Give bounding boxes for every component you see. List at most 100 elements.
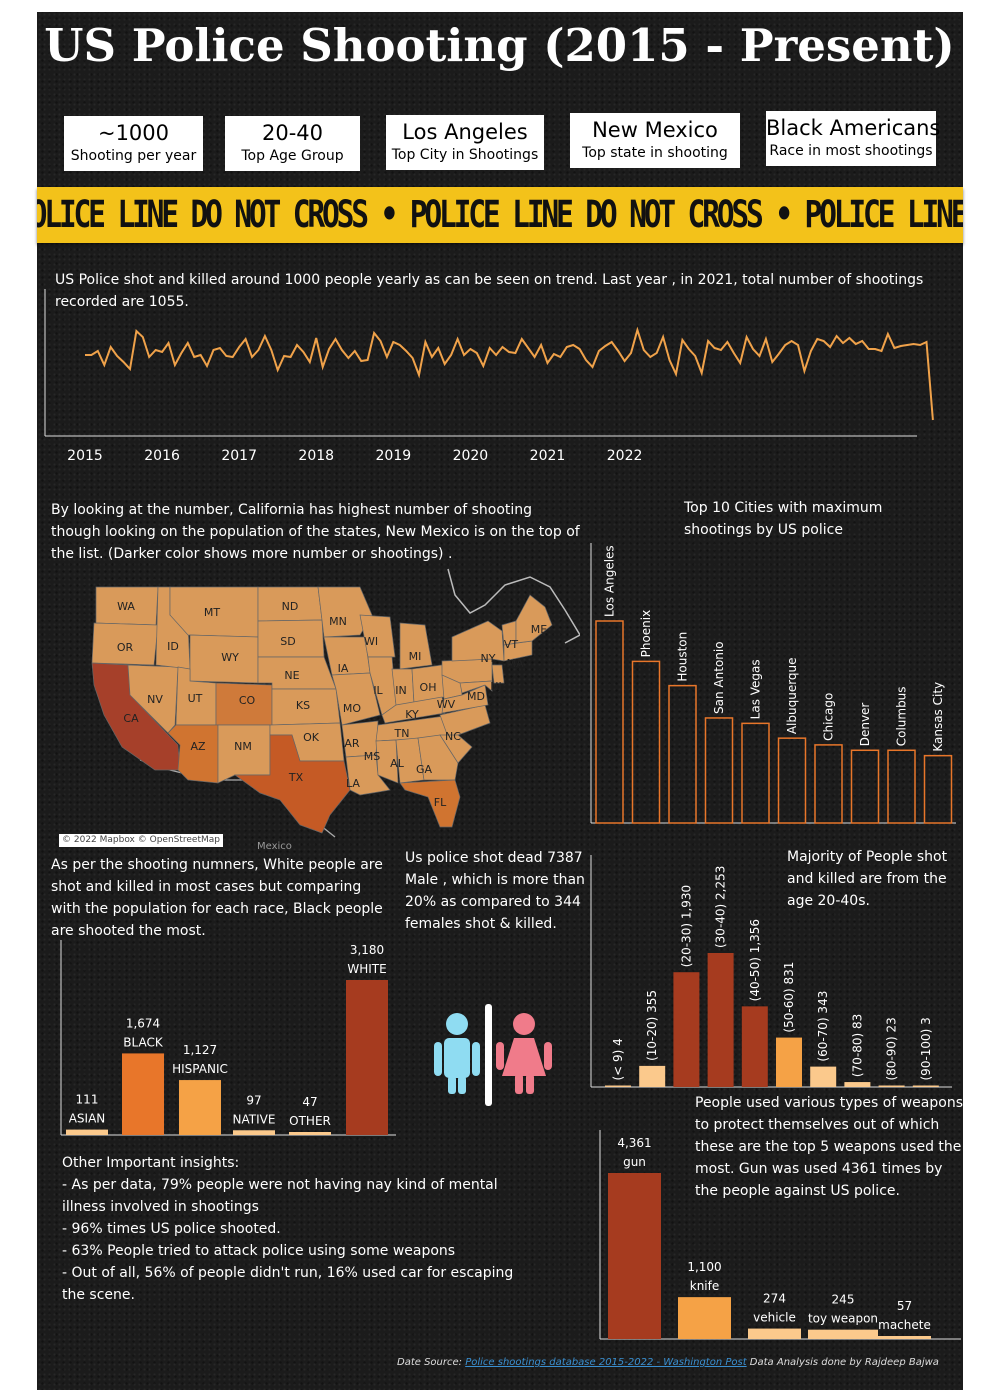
city-label: Phoenix bbox=[639, 610, 653, 658]
state-tx bbox=[233, 734, 351, 834]
city-bar bbox=[850, 749, 880, 824]
insights-panel: Other Important insights: - As per data,… bbox=[62, 1152, 542, 1306]
police-tape-text: POLICE LINE DO NOT CROSS • POLICE LINE D… bbox=[37, 193, 963, 236]
map-attribution: © 2022 Mapbox © OpenStreetMap bbox=[59, 834, 223, 847]
city-label: Chicago bbox=[822, 693, 836, 741]
age-bar bbox=[741, 1006, 768, 1087]
state-sc bbox=[439, 734, 473, 764]
data-source-footer: Date Source: Police shootings database 2… bbox=[397, 1357, 939, 1368]
trend-series-line bbox=[85, 326, 934, 421]
age-bar-label: (40-50) 1,356 bbox=[748, 919, 762, 1001]
insights-heading: Other Important insights: bbox=[62, 1155, 240, 1171]
weapon-category-label: vehicle bbox=[753, 1311, 796, 1325]
kpi-value: New Mexico bbox=[592, 118, 718, 142]
state-label: NM bbox=[234, 740, 252, 753]
race-bar bbox=[122, 1053, 164, 1135]
age-bar bbox=[844, 1082, 871, 1087]
state-md bbox=[459, 680, 493, 694]
state-mn bbox=[317, 586, 373, 638]
age-bar bbox=[639, 1065, 666, 1087]
state-label: MA bbox=[506, 657, 523, 670]
trend-description: US Police shot and killed around 1000 pe… bbox=[55, 272, 924, 310]
x-tick-label: 2022 bbox=[607, 448, 643, 464]
female-icon bbox=[496, 1013, 552, 1094]
kpi-top-city: Los Angeles Top City in Shootings bbox=[386, 115, 544, 170]
state-ga bbox=[417, 734, 459, 781]
source-suffix: Data Analysis done by Rajdeep Bajwa bbox=[746, 1357, 939, 1368]
state-la bbox=[345, 754, 391, 796]
insight-line: illness involved in shootings bbox=[62, 1199, 259, 1215]
state-label: WI bbox=[364, 635, 378, 648]
city-label: Los Angeles bbox=[603, 545, 617, 617]
city-label: San Antonio bbox=[712, 641, 726, 714]
race-bar-chart: 111 ASIAN 1,674 BLACK 1,127 HISPANIC 97 NATIVE 4… bbox=[60, 940, 396, 1136]
state-va bbox=[441, 684, 489, 714]
state-label: KY bbox=[405, 708, 419, 721]
age-bar bbox=[810, 1066, 837, 1087]
weapon-bar bbox=[878, 1336, 931, 1339]
kpi-value: ~1000 bbox=[97, 121, 170, 145]
age-bar bbox=[912, 1085, 939, 1087]
state-label: NV bbox=[147, 693, 163, 706]
kpi-top-age-group: 20-40 Top Age Group bbox=[225, 116, 360, 171]
state-me bbox=[515, 594, 553, 644]
weapon-bar bbox=[748, 1328, 801, 1339]
x-tick-label: 2015 bbox=[67, 448, 103, 464]
race-value-label: 1,674 bbox=[126, 1016, 160, 1030]
age-bar bbox=[673, 972, 700, 1087]
age-bar-label: (20-30) 1,930 bbox=[679, 885, 693, 967]
city-bar bbox=[887, 749, 916, 824]
state-ms bbox=[375, 739, 399, 784]
police-tape-banner: POLICE LINE DO NOT CROSS • POLICE LINE D… bbox=[37, 187, 963, 243]
race-category-label: OTHER bbox=[289, 1114, 331, 1128]
state-label: AL bbox=[390, 757, 405, 770]
state-wi bbox=[359, 614, 396, 658]
state-label: MO bbox=[343, 702, 361, 715]
state-or bbox=[91, 622, 159, 666]
weapon-value-label: 245 bbox=[832, 1293, 855, 1307]
state-label: NJ bbox=[490, 680, 501, 693]
race-value-label: 3,180 bbox=[350, 943, 384, 957]
source-link[interactable]: Police shootings database 2015-2022 - Wa… bbox=[465, 1357, 747, 1368]
kpi-label: Race in most shootings bbox=[769, 143, 933, 159]
state-label: NY bbox=[481, 652, 496, 665]
x-tick-label: 2017 bbox=[221, 448, 257, 464]
city-label: Denver bbox=[858, 703, 872, 747]
kpi-top-state: New Mexico Top state in shooting bbox=[570, 113, 740, 168]
race-bar bbox=[66, 1129, 108, 1135]
weapon-category-label: knife bbox=[690, 1279, 720, 1293]
map-coastline bbox=[447, 568, 580, 644]
page-title: US Police Shooting (2015 - Present) bbox=[44, 19, 955, 72]
age-bar-label: (80-90) 23 bbox=[885, 1017, 899, 1080]
state-label: SD bbox=[280, 635, 295, 648]
state-label: TX bbox=[288, 771, 304, 784]
race-category-label: WHITE bbox=[347, 962, 386, 976]
kpi-value: 20-40 bbox=[261, 121, 324, 145]
race-description: As per the shooting numners, White peopl… bbox=[51, 857, 383, 939]
weapon-value-label: 274 bbox=[763, 1292, 786, 1306]
cities-description: Top 10 Cities with maximum shootings by … bbox=[684, 500, 883, 538]
insight-line: the scene. bbox=[62, 1287, 135, 1303]
weapons-description: People used various types of weapons to … bbox=[695, 1095, 963, 1199]
x-tick-label: 2019 bbox=[376, 448, 412, 464]
weapon-category-label: machete bbox=[878, 1318, 931, 1332]
city-label: Albuquerque bbox=[785, 657, 799, 734]
weapon-value-label: 4,361 bbox=[617, 1136, 651, 1150]
race-category-label: BLACK bbox=[123, 1035, 164, 1049]
state-label: MN bbox=[329, 615, 347, 628]
state-label: ND bbox=[282, 600, 299, 613]
race-category-label: ASIAN bbox=[69, 1112, 106, 1126]
weapons-bar-chart: 4,361 gun 1,100 knife 274 vehicle 245 toy weapo… bbox=[599, 1130, 961, 1340]
state-label: MT bbox=[204, 606, 220, 619]
state-label: AZ bbox=[190, 740, 206, 753]
age-bar-label: (< 9) 4 bbox=[611, 1038, 625, 1080]
city-bar bbox=[631, 660, 661, 824]
state-label: ID bbox=[167, 640, 179, 653]
state-label: FL bbox=[434, 796, 447, 809]
x-tick-label: 2016 bbox=[144, 448, 180, 464]
state-label: OH bbox=[420, 681, 437, 694]
weapon-bar bbox=[608, 1173, 661, 1339]
race-bar bbox=[179, 1080, 221, 1135]
age-description: Majority of People shot and killed are f… bbox=[787, 849, 948, 909]
state-shapes bbox=[91, 586, 553, 834]
